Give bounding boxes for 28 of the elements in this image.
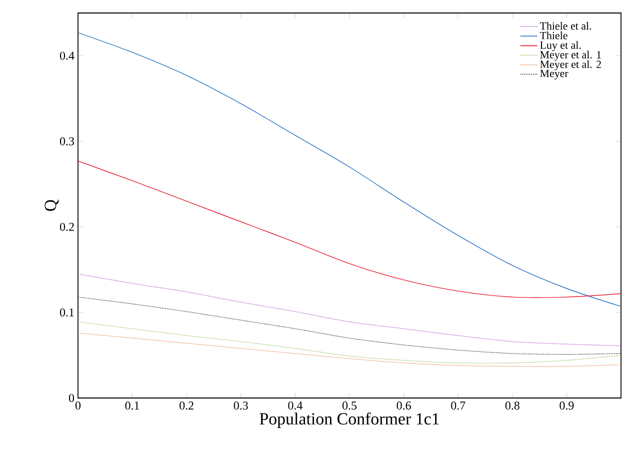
legend-label: Luy et al.	[540, 41, 581, 52]
line-series	[78, 160, 622, 298]
y-tick-label: 0.1	[60, 308, 74, 317]
y-tick-label: 0.2	[60, 222, 74, 231]
x-tick-label: 0.9	[560, 402, 574, 410]
line-series	[78, 274, 622, 346]
line-series	[78, 332, 622, 367]
y-tick-label: 0	[68, 394, 74, 402]
legend-label: Meyer	[540, 70, 568, 80]
legend-label: Thiele	[540, 32, 568, 40]
legend-label: Meyer et al. 2	[540, 60, 601, 70]
line-series	[78, 32, 622, 307]
x-tick-label: 0.4	[288, 402, 302, 410]
y-tick-label: 0.3	[60, 137, 74, 146]
x-tick-label: 0.7	[451, 402, 466, 410]
legend-label: Thiele et al.	[540, 22, 592, 30]
x-tick-label: 0.1	[125, 402, 140, 410]
y-axis-title: Q	[44, 200, 59, 211]
x-tick-label: 0.2	[180, 402, 194, 410]
x-tick-label: 0.6	[396, 402, 411, 410]
x-tick-label: 0.5	[342, 402, 357, 410]
legend-label: Meyer et al. 1	[540, 50, 601, 61]
line-series	[78, 322, 622, 364]
y-tick-label: 0.4	[60, 52, 74, 60]
x-axis-title: Population Conformer 1c1	[260, 412, 439, 428]
x-tick-label: 0.3	[234, 402, 248, 410]
x-tick-label: 0	[75, 402, 81, 410]
x-tick-label: 0.8	[505, 402, 520, 410]
